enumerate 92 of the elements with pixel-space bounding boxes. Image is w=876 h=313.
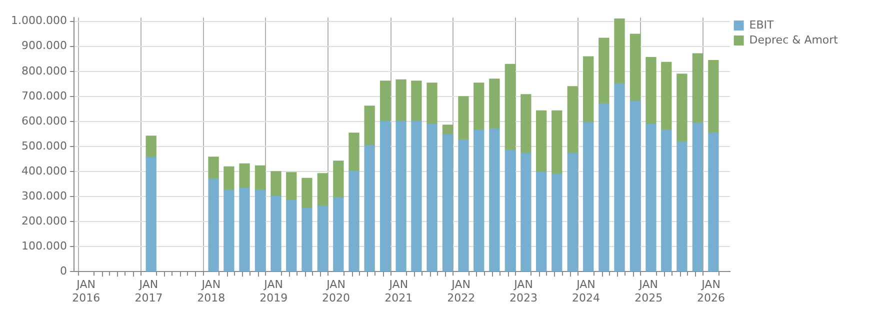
y-tick-label: 1.000.000 (11, 14, 67, 28)
y-tick-label: 600.000 (21, 114, 67, 128)
bar (302, 208, 312, 272)
bar (364, 106, 375, 146)
x-tick-label: JAN 2020 (322, 278, 350, 304)
bar (380, 120, 391, 272)
x-tick-label: JAN 2021 (384, 278, 413, 304)
bar (348, 170, 360, 272)
bar (536, 172, 547, 272)
bar (567, 86, 578, 154)
bar (458, 96, 469, 140)
bar (270, 171, 282, 197)
y-tick-label: 300.000 (21, 189, 67, 202)
legend-label: EBIT (749, 18, 774, 32)
bar (442, 134, 454, 272)
bar (646, 57, 656, 125)
bar (442, 124, 454, 135)
bar (239, 163, 250, 188)
x-tick-label: JAN 2024 (572, 278, 600, 304)
bar (411, 120, 422, 272)
bar (208, 178, 219, 272)
bar (364, 145, 375, 272)
bar (504, 150, 516, 272)
bar (676, 141, 688, 272)
bar (520, 94, 532, 154)
y-tick-label: 900.000 (21, 39, 67, 52)
bar (661, 62, 672, 130)
bar (348, 132, 360, 172)
y-tick-label: 400.000 (21, 164, 67, 178)
bar (146, 156, 156, 272)
x-tick-label: JAN 2018 (197, 278, 226, 304)
bar (614, 83, 625, 272)
bar (708, 60, 719, 134)
bar (270, 196, 282, 272)
bar (286, 200, 297, 272)
bar (614, 18, 625, 84)
bar (317, 206, 328, 272)
bar (224, 166, 234, 190)
x-tick-label: JAN 2019 (260, 278, 288, 304)
bar (583, 56, 594, 123)
bar (254, 190, 266, 272)
x-tick-label: JAN 2023 (510, 278, 538, 304)
bar (396, 79, 406, 122)
bar (396, 120, 406, 272)
bar (333, 160, 344, 198)
bar (489, 128, 500, 272)
bar (552, 110, 562, 175)
bar (567, 152, 578, 272)
bar (692, 122, 704, 272)
bar (208, 156, 219, 180)
bar (630, 100, 641, 272)
bar (630, 34, 641, 102)
bar (380, 80, 391, 122)
y-tick-label: 700.000 (21, 89, 67, 102)
y-tick-label: 500.000 (21, 139, 67, 152)
x-tick-label: JAN 2022 (447, 278, 476, 304)
y-tick-label: 800.000 (21, 64, 67, 78)
bar (474, 130, 484, 272)
x-tick-label: JAN 2016 (72, 278, 100, 304)
bar (254, 165, 266, 190)
bar (426, 124, 438, 272)
bar (302, 178, 312, 208)
bar (239, 188, 250, 272)
bar (646, 124, 656, 272)
bar (598, 103, 610, 272)
bar (224, 190, 234, 272)
x-tick-label: JAN 2017 (134, 278, 163, 304)
bar (146, 136, 156, 158)
x-tick-label: JAN 2025 (634, 278, 663, 304)
bar (583, 122, 594, 272)
x-tick-label: JAN 2026 (697, 278, 726, 304)
bar (536, 110, 547, 173)
bar (286, 172, 297, 201)
bar (661, 130, 672, 272)
y-tick-label: 200.000 (21, 214, 67, 228)
y-tick-label: 0 (60, 264, 67, 278)
bar (676, 74, 688, 142)
y-tick-label: 100.000 (21, 239, 67, 252)
bar (520, 152, 532, 272)
bar (333, 197, 344, 272)
bar (708, 132, 719, 272)
bar (598, 38, 610, 104)
bar (458, 139, 469, 272)
bar (489, 78, 500, 130)
bar (474, 82, 484, 130)
bar (426, 82, 438, 125)
bar (411, 80, 422, 122)
bar (504, 64, 516, 150)
bar (552, 174, 562, 272)
bar (317, 173, 328, 206)
legend-label: Deprec & Amort (749, 33, 839, 46)
bar (692, 53, 704, 124)
